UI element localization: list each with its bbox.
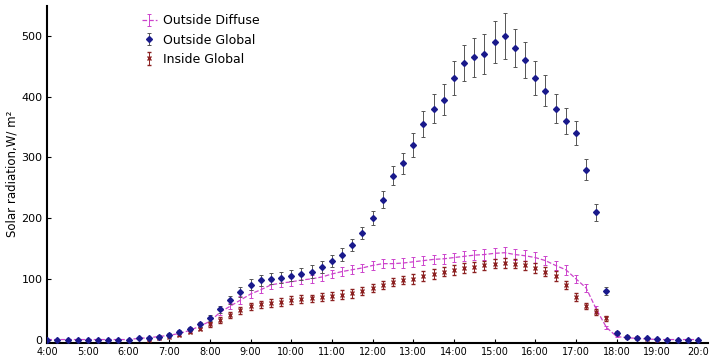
Legend: Outside Diffuse, Outside Global, Inside Global: Outside Diffuse, Outside Global, Inside … — [140, 12, 262, 68]
Y-axis label: Solar radiation,W/ m²: Solar radiation,W/ m² — [6, 111, 19, 237]
